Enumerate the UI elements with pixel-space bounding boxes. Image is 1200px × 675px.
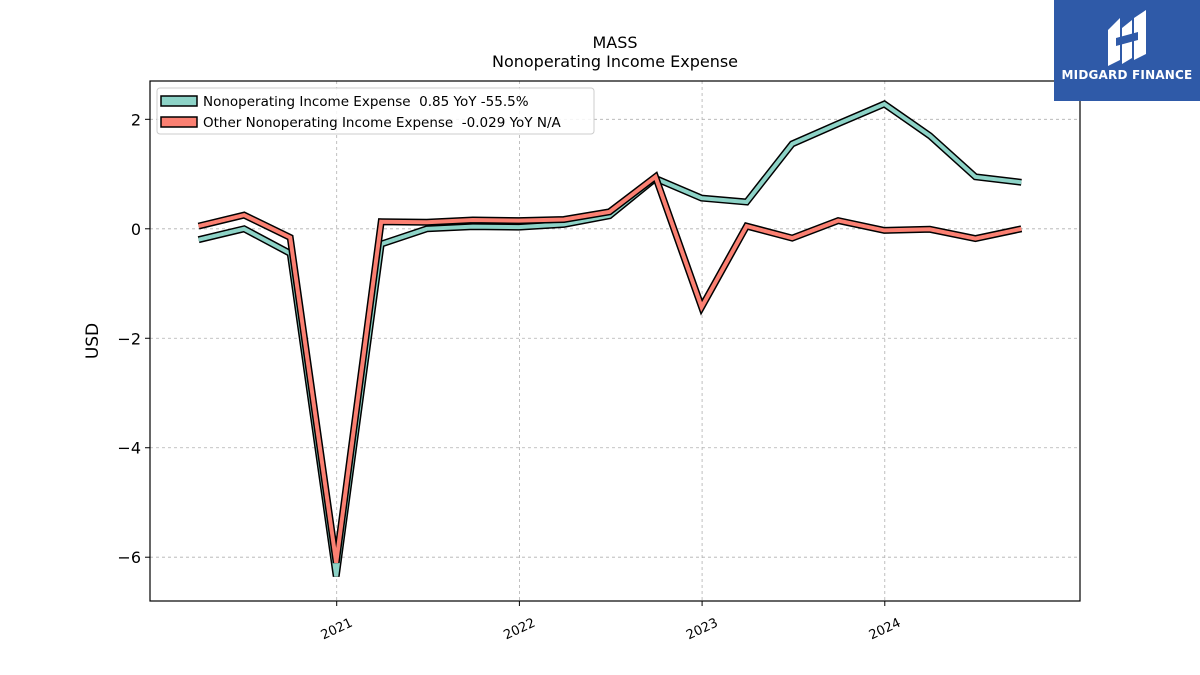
brand-logo: MIDGARD FINANCE: [1054, 0, 1200, 101]
x-tick-label: 2024: [867, 616, 903, 644]
legend-label-0: Nonoperating Income Expense 0.85 YoY -55…: [203, 94, 529, 110]
y-axis-label: USD: [83, 323, 103, 359]
plot-frame: [149, 80, 1081, 602]
x-tick-label: 2021: [319, 616, 355, 644]
axis-ticks: 2 0 −2 −4 −6 2021 2022 2023 2024: [117, 110, 903, 643]
y-tick-label: 0: [131, 220, 141, 239]
legend-label-1: Other Nonoperating Income Expense -0.029…: [203, 115, 562, 131]
y-tick-label: −6: [117, 548, 141, 567]
legend: Nonoperating Income Expense 0.85 YoY -55…: [156, 87, 595, 135]
legend-swatch-1: [160, 116, 198, 128]
series-line-0: [198, 101, 1022, 577]
series-line-outline-0: [197, 100, 1022, 577]
y-tick-label: −4: [117, 439, 141, 458]
series-line-outline-1: [197, 171, 1023, 564]
series-lines: [197, 100, 1023, 577]
series-line-1: [198, 173, 1022, 563]
x-tick-label: 2023: [684, 616, 720, 644]
y-tick-label: −2: [117, 329, 141, 348]
y-tick-label: 2: [131, 110, 141, 129]
legend-box: [156, 87, 595, 135]
grid: [150, 81, 1080, 601]
logo-text: MIDGARD FINANCE: [1061, 68, 1193, 82]
chart-subtitle: Nonoperating Income Expense: [492, 52, 738, 71]
x-tick-label: 2022: [501, 616, 537, 644]
chart-title: MASS: [592, 33, 637, 52]
logo-mark-icon: [1108, 10, 1146, 66]
legend-swatch-0: [160, 95, 198, 107]
